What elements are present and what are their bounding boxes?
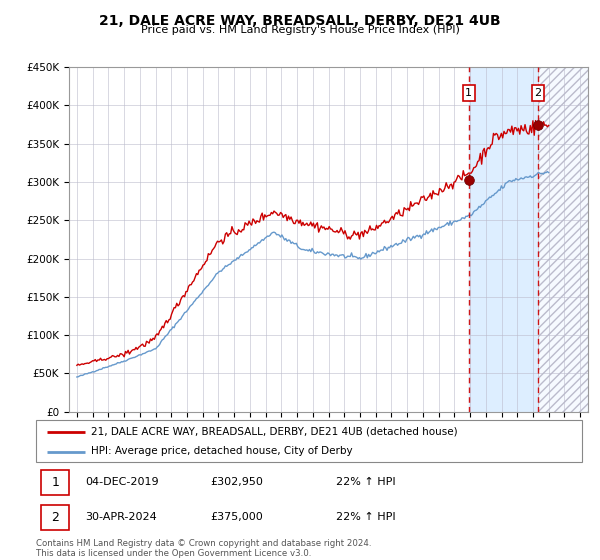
FancyBboxPatch shape <box>41 505 69 530</box>
Text: 04-DEC-2019: 04-DEC-2019 <box>85 477 159 487</box>
Bar <box>469 67 538 412</box>
Bar <box>538 67 588 412</box>
Text: 1: 1 <box>465 88 472 98</box>
Text: 2: 2 <box>535 88 542 98</box>
FancyBboxPatch shape <box>41 470 69 494</box>
Bar <box>538 67 588 412</box>
Text: 30-APR-2024: 30-APR-2024 <box>85 512 157 522</box>
Text: 21, DALE ACRE WAY, BREADSALL, DERBY, DE21 4UB: 21, DALE ACRE WAY, BREADSALL, DERBY, DE2… <box>99 14 501 28</box>
Text: £302,950: £302,950 <box>211 477 263 487</box>
FancyBboxPatch shape <box>36 420 582 462</box>
Text: 22% ↑ HPI: 22% ↑ HPI <box>337 512 396 522</box>
Text: 2: 2 <box>51 511 59 524</box>
Text: 22% ↑ HPI: 22% ↑ HPI <box>337 477 396 487</box>
Text: £375,000: £375,000 <box>211 512 263 522</box>
Text: Contains HM Land Registry data © Crown copyright and database right 2024.
This d: Contains HM Land Registry data © Crown c… <box>36 539 371 558</box>
Text: 21, DALE ACRE WAY, BREADSALL, DERBY, DE21 4UB (detached house): 21, DALE ACRE WAY, BREADSALL, DERBY, DE2… <box>91 427 457 437</box>
Text: HPI: Average price, detached house, City of Derby: HPI: Average price, detached house, City… <box>91 446 352 456</box>
Text: 1: 1 <box>51 476 59 489</box>
Text: Price paid vs. HM Land Registry's House Price Index (HPI): Price paid vs. HM Land Registry's House … <box>140 25 460 35</box>
